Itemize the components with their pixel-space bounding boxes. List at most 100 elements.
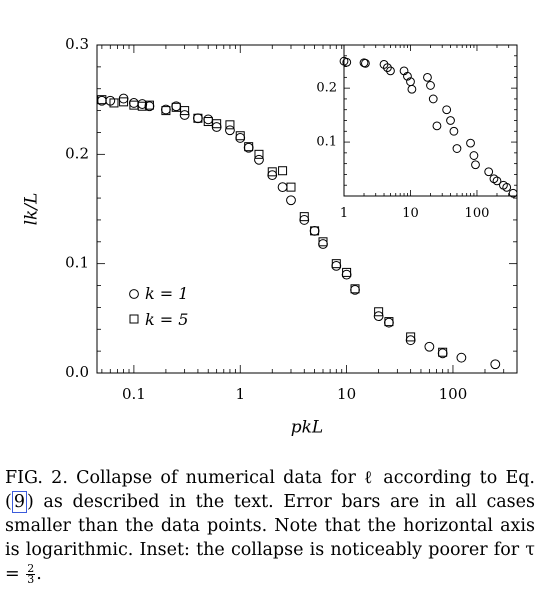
main-data-point-circle — [341, 269, 352, 280]
main-data-point-circle — [277, 182, 288, 193]
main-data-point-square — [137, 101, 147, 111]
inset-data-point-circle — [426, 81, 435, 90]
main-data-point-square — [406, 332, 416, 342]
inset-x-tick-label: 10 — [402, 206, 419, 221]
main-data-point-circle — [405, 335, 416, 346]
main-data-point-square — [203, 117, 213, 127]
main-data-point-circle — [128, 98, 139, 108]
legend-marker-square — [129, 314, 139, 324]
main-data-point-square — [235, 131, 245, 141]
main-data-point-square — [342, 267, 352, 277]
main-data-point-square — [180, 106, 190, 116]
y-axis-label: lk/L — [22, 193, 42, 226]
main-x-tick-label: 0.1 — [122, 385, 146, 403]
main-data-point-circle — [211, 122, 222, 132]
main-data-point-square — [331, 259, 341, 269]
main-y-tick-label: 0.1 — [65, 254, 89, 272]
inset-data-point-circle — [471, 160, 480, 170]
figure-caption: FIG. 2. Collapse of numerical data for ℓ… — [5, 466, 535, 586]
main-data-point-square — [144, 100, 154, 110]
inset-data-point-circle — [449, 126, 459, 136]
main-y-tick-label: 0.2 — [65, 144, 89, 162]
main-data-point-square — [374, 307, 384, 317]
legend: k = 1 k = 5 — [129, 284, 188, 329]
main-data-point-square — [254, 149, 264, 159]
main-data-point-circle — [318, 239, 328, 249]
legend-label-k5: k = 5 — [145, 310, 188, 329]
main-data-point-circle — [118, 93, 129, 104]
inset-data-point-circle — [484, 167, 494, 177]
main-data-point-square — [318, 237, 328, 247]
fraction-numerator: 2 — [26, 562, 36, 575]
inset-data-point-circle — [383, 63, 392, 73]
main-data-point-square — [350, 284, 360, 294]
main-data-point-square — [267, 167, 277, 177]
x-axis-label: pkL — [291, 418, 323, 438]
main-data-point-circle — [309, 225, 320, 236]
inset-data-point-circle — [423, 72, 432, 82]
inset-x-tick-label: 1 — [340, 206, 348, 221]
caption-end: . — [36, 564, 42, 584]
figure-chart: 0.1 1 10 100 0.0 0.1 0.2 0.3 pkL lk/L 1 10 100 0.1 0.… — [22, 35, 518, 438]
main-data-point-circle — [331, 260, 342, 271]
main-data-point-square — [438, 347, 448, 357]
inset-data-point-circle — [502, 182, 512, 192]
main-data-point-square — [109, 98, 119, 108]
main-data-point-square — [129, 100, 139, 110]
inset-data-point-circle — [403, 71, 412, 81]
inset-data-point-circle — [386, 66, 395, 76]
main-data-point-circle — [299, 215, 310, 225]
main-data-point-square — [286, 182, 296, 192]
main-data-point-square — [299, 212, 309, 222]
equation-reference-link[interactable]: 9 — [11, 491, 27, 513]
inset-data-point-circle — [452, 144, 462, 153]
legend-marker-circle — [129, 289, 139, 299]
inset-data-point-circle — [442, 105, 452, 115]
inset-plot: 1 10 100 0.1 0.2 — [316, 44, 518, 221]
inset-background — [344, 45, 517, 196]
main-frame — [96, 44, 518, 374]
inset-data-point-circle — [361, 58, 370, 68]
inset-data-point-circle — [446, 116, 455, 125]
main-data-point-square — [225, 120, 235, 130]
inset-data-point-circle — [432, 121, 442, 131]
main-data-point-circle — [225, 125, 235, 136]
main-data-point-circle — [203, 114, 214, 125]
caption-label: FIG. 2. — [5, 468, 68, 488]
fraction-denominator: 3 — [27, 573, 35, 586]
main-data-point-square — [384, 317, 394, 327]
main-data-point-circle — [235, 133, 246, 143]
inset-data-point-circle — [466, 138, 475, 148]
main-data-point-circle — [193, 113, 203, 124]
main-data-point-circle — [456, 352, 467, 363]
main-data-point-circle — [254, 154, 264, 165]
main-data-point-square — [119, 97, 129, 107]
main-data-point-square — [212, 119, 222, 129]
main-data-point-square — [97, 95, 107, 105]
main-data-point-square — [193, 113, 203, 123]
main-plot: 0.1 1 10 100 0.0 0.1 0.2 0.3 pkL lk/L — [22, 35, 518, 438]
main-data-point-circle — [424, 341, 435, 352]
inset-data-point-circle — [489, 174, 499, 184]
main-data-point-circle — [490, 359, 501, 370]
main-data-point-square — [310, 226, 320, 236]
caption-text-1: Collapse of numerical data for ℓ accordi… — [5, 468, 535, 512]
main-y-tick-label: 0.0 — [65, 363, 89, 381]
inset-data-point-circle — [428, 94, 438, 104]
inset-data-point-circle — [469, 151, 479, 160]
inset-data-point-circle — [342, 57, 352, 67]
inset-y-tick-label: 0.1 — [316, 135, 337, 150]
inset-x-tick-label: 100 — [465, 206, 490, 221]
inset-data-point-circle — [508, 188, 518, 198]
main-data-point-square — [161, 106, 171, 116]
main-data-point-square — [244, 142, 254, 152]
main-data-point-circle — [267, 170, 278, 181]
inset-data-point-circle — [407, 84, 417, 94]
main-data-point-circle — [286, 195, 296, 206]
main-x-tick-label: 100 — [439, 385, 468, 403]
caption-text-2: ) as described in the text. Error bars a… — [5, 492, 535, 584]
inset-data-point-circle — [492, 176, 502, 186]
main-y-tick-label: 0.3 — [65, 35, 89, 53]
main-x-tick-label: 10 — [337, 385, 356, 403]
legend-label-k1: k = 1 — [145, 284, 188, 303]
